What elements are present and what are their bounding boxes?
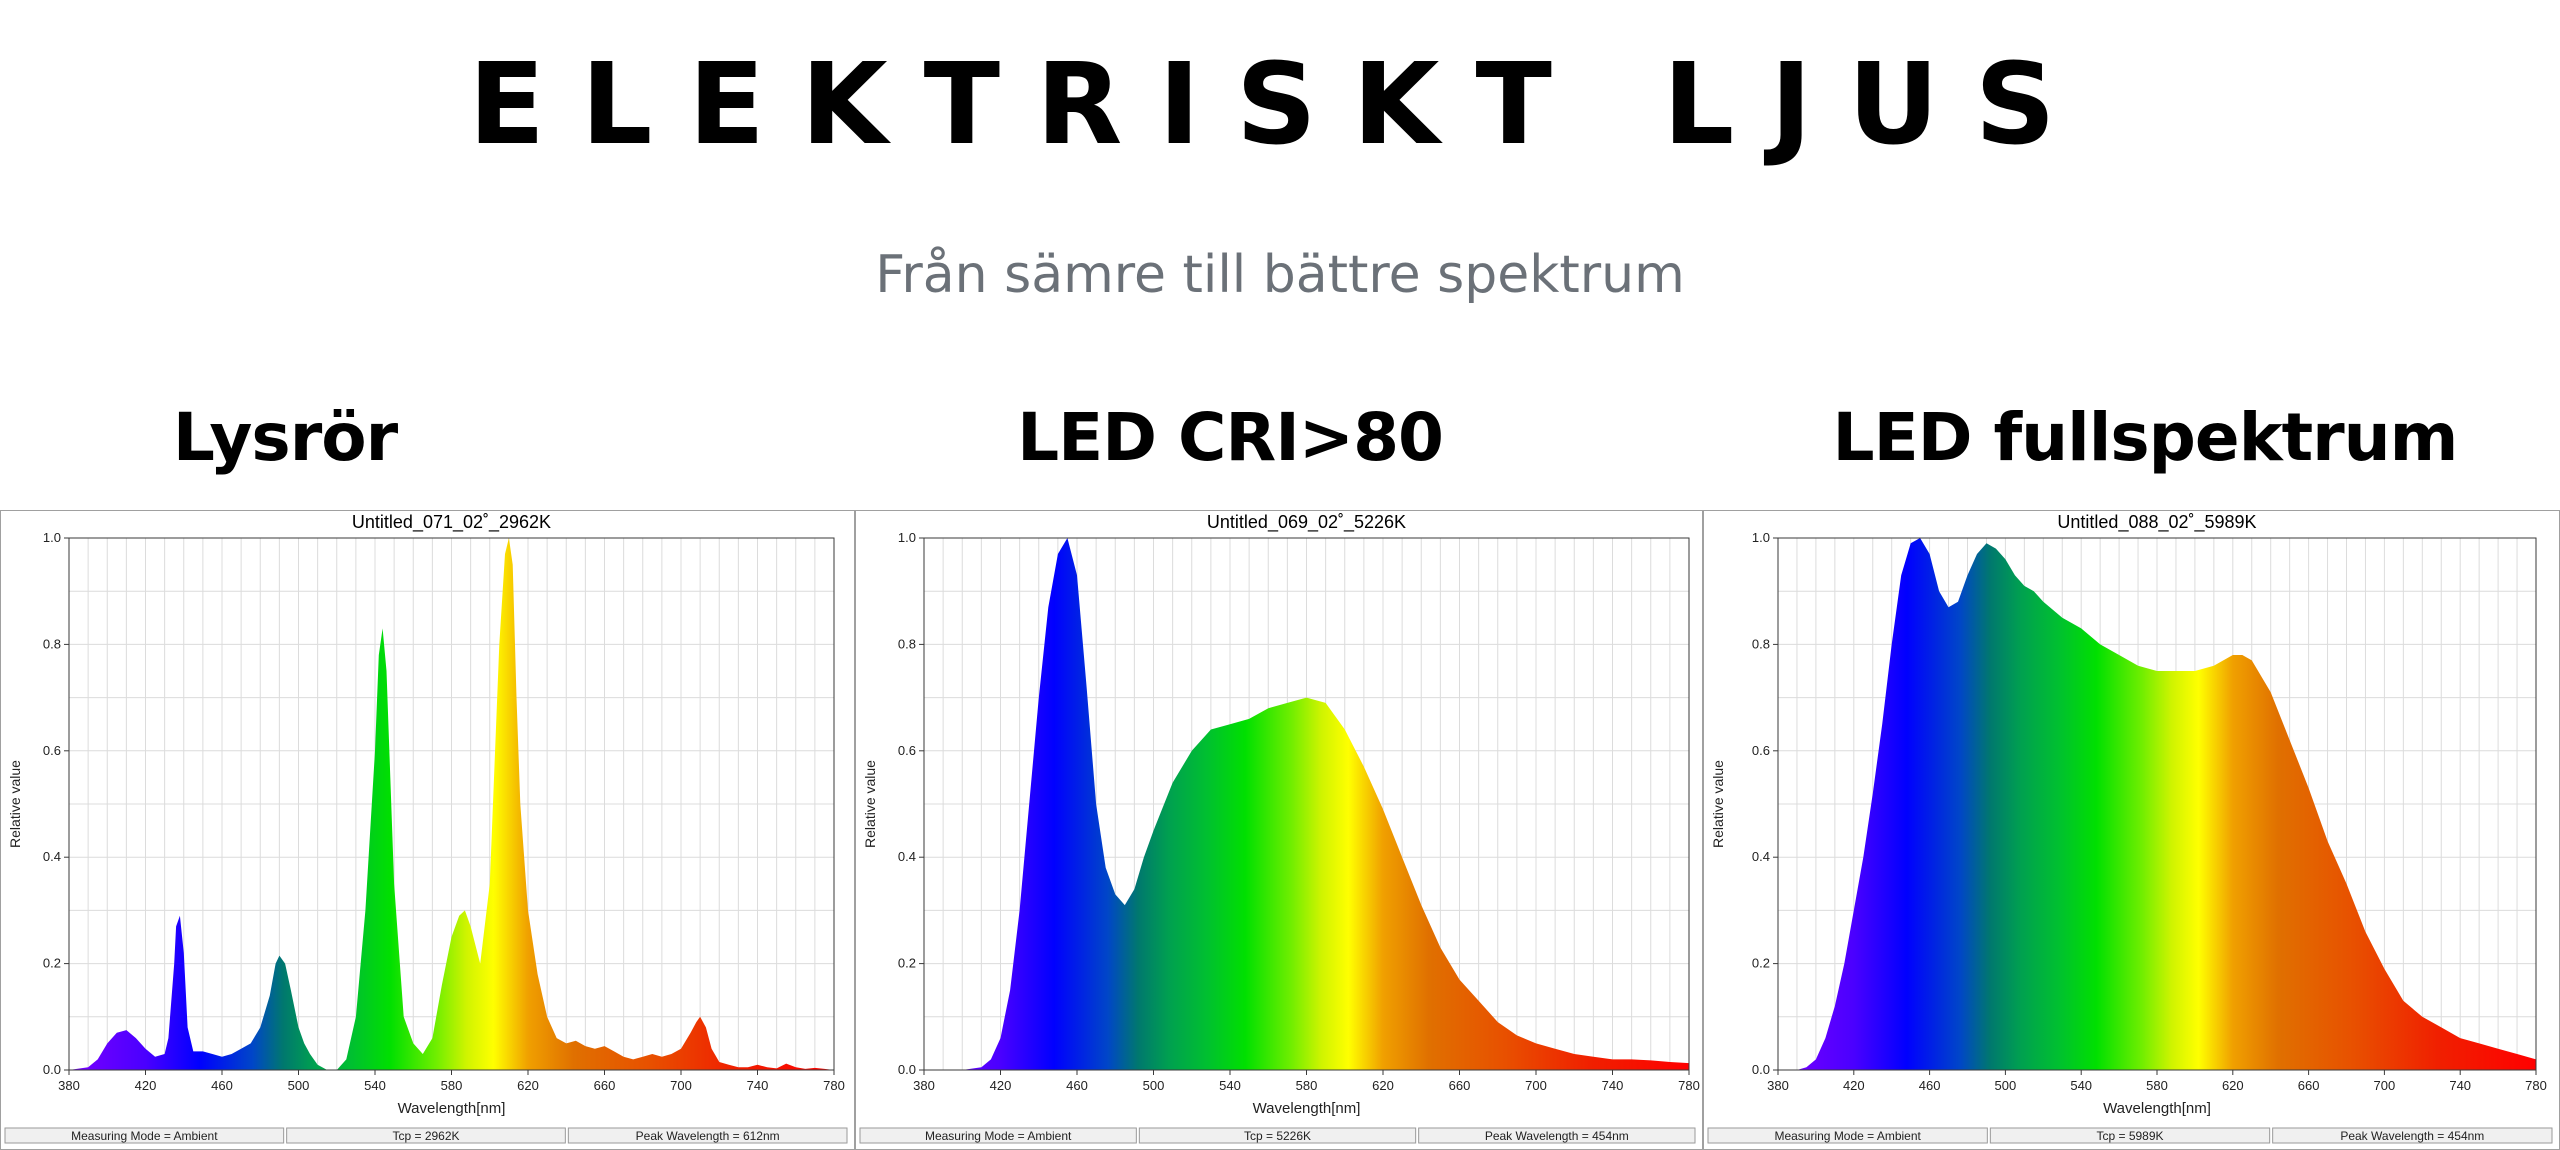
y-tick-label: 0.8 (1752, 636, 1770, 651)
x-tick-label: 660 (2298, 1078, 2320, 1093)
x-tick-label: 580 (441, 1078, 463, 1093)
x-tick-label: 700 (2374, 1078, 2396, 1093)
status-text: Tcp = 5226K (1244, 1129, 1311, 1143)
status-cell (1707, 1127, 1988, 1144)
y-tick-label: 0.4 (898, 849, 916, 864)
x-tick-label: 780 (2525, 1078, 2547, 1093)
status-text: Measuring Mode = Ambient (1774, 1129, 1921, 1143)
x-tick-label: 620 (2222, 1078, 2244, 1093)
x-tick-label: 660 (1449, 1078, 1471, 1093)
y-tick-label: 0.8 (43, 636, 61, 651)
status-cell (1418, 1127, 1696, 1144)
x-tick-label: 500 (288, 1078, 310, 1093)
status-bar: Measuring Mode = Ambient Tcp = 5226K Peak … (859, 1127, 1696, 1144)
x-tick-label: 740 (2449, 1078, 2471, 1093)
y-tick-label: 0.2 (43, 956, 61, 971)
status-text: Tcp = 2962K (392, 1129, 459, 1143)
y-axis-label: Relative value (7, 760, 23, 848)
panel-heading-led-fullspectrum: LED fullspektrum (1832, 399, 2459, 476)
x-tick-label: 700 (670, 1078, 692, 1093)
x-tick-label: 700 (1525, 1078, 1547, 1093)
status-text: Measuring Mode = Ambient (925, 1129, 1072, 1143)
x-tick-label: 620 (1372, 1078, 1394, 1093)
y-axis-label: Relative value (1710, 760, 1726, 848)
status-cell (1138, 1127, 1417, 1144)
x-tick-label: 660 (594, 1078, 616, 1093)
x-tick-label: 540 (364, 1078, 386, 1093)
x-tick-label: 580 (1296, 1078, 1318, 1093)
status-text: Peak Wavelength = 454nm (1485, 1129, 1629, 1143)
y-tick-label: 0.0 (898, 1062, 916, 1077)
x-tick-label: 460 (211, 1078, 233, 1093)
y-axis-label: Relative value (862, 760, 878, 848)
x-tick-label: 460 (1066, 1078, 1088, 1093)
chart-title: Untitled_088_02˚_5989K (2057, 512, 2256, 533)
status-text: Peak Wavelength = 454nm (2340, 1129, 2484, 1143)
panel-heading-fluorescent: Lysrör (172, 399, 398, 476)
status-text: Tcp = 5989K (2096, 1129, 2163, 1143)
status-cell (1989, 1127, 2271, 1144)
page-title: ELEKTRISKT LJUS (468, 40, 2092, 170)
chart-frame (0, 510, 855, 1150)
y-tick-label: 1.0 (898, 530, 916, 545)
x-tick-label: 780 (1678, 1078, 1700, 1093)
y-tick-label: 0.6 (898, 743, 916, 758)
status-text: Peak Wavelength = 612nm (636, 1129, 780, 1143)
status-cell (567, 1127, 848, 1144)
spectrum-charts: 380 420 460 500 540 580 620 660 700 740 780 0.0 0.2 0… (0, 510, 2560, 1150)
y-tick-label: 0.8 (898, 636, 916, 651)
panel-heading-led-cri80: LED CRI>80 (1017, 399, 1444, 476)
x-tick-label: 540 (2070, 1078, 2092, 1093)
x-tick-label: 420 (1843, 1078, 1865, 1093)
status-cell (2272, 1127, 2553, 1144)
spectrum-area (1778, 538, 2536, 1070)
x-tick-label: 420 (135, 1078, 157, 1093)
y-tick-label: 0.0 (43, 1062, 61, 1077)
spectrum-area (924, 538, 1689, 1070)
x-tick-label: 740 (747, 1078, 769, 1093)
y-tick-label: 1.0 (43, 530, 61, 545)
chart-title: Untitled_071_02˚_2962K (352, 512, 551, 533)
x-tick-label: 740 (1602, 1078, 1624, 1093)
x-tick-label: 620 (517, 1078, 539, 1093)
x-axis-label: Wavelength[nm] (398, 1100, 506, 1117)
y-tick-label: 0.4 (43, 849, 61, 864)
status-text: Measuring Mode = Ambient (71, 1129, 218, 1143)
x-tick-label: 540 (1219, 1078, 1241, 1093)
x-tick-label: 780 (823, 1078, 845, 1093)
spectrum-chart-2: 380 420 460 500 540 580 620 660 700 740 780 0.0 0.2 0… (855, 510, 1703, 1150)
y-tick-label: 1.0 (1752, 530, 1770, 545)
x-tick-label: 420 (990, 1078, 1012, 1093)
x-tick-label: 580 (2146, 1078, 2168, 1093)
y-tick-label: 0.6 (43, 743, 61, 758)
spectrum-chart-1: 380 420 460 500 540 580 620 660 700 740 780 0.0 0.2 0… (0, 510, 855, 1150)
x-tick-label: 380 (913, 1078, 935, 1093)
status-cell (286, 1127, 566, 1144)
status-cell (859, 1127, 1137, 1144)
status-bar: Measuring Mode = Ambient Tcp = 5989K Peak … (1707, 1127, 2553, 1144)
status-cell (4, 1127, 285, 1144)
x-tick-label: 380 (1767, 1078, 1789, 1093)
y-tick-label: 0.0 (1752, 1062, 1770, 1077)
page-subtitle: Från sämre till bättre spektrum (875, 245, 1685, 305)
y-tick-label: 0.2 (898, 956, 916, 971)
x-tick-label: 500 (1995, 1078, 2017, 1093)
y-tick-label: 0.2 (1752, 956, 1770, 971)
x-tick-label: 380 (58, 1078, 80, 1093)
x-tick-label: 500 (1143, 1078, 1165, 1093)
spectrum-chart-3: 380 420 460 500 540 580 620 660 700 740 780 0.0 0.2 0… (1703, 510, 2560, 1150)
x-axis-label: Wavelength[nm] (1253, 1100, 1361, 1117)
y-tick-label: 0.6 (1752, 743, 1770, 758)
status-bar: Measuring Mode = Ambient Tcp = 2962K Peak … (4, 1127, 848, 1144)
x-axis-label: Wavelength[nm] (2103, 1100, 2211, 1117)
chart-title: Untitled_069_02˚_5226K (1207, 512, 1406, 533)
x-tick-label: 460 (1919, 1078, 1941, 1093)
spectrum-area (69, 538, 834, 1070)
y-tick-label: 0.4 (1752, 849, 1770, 864)
